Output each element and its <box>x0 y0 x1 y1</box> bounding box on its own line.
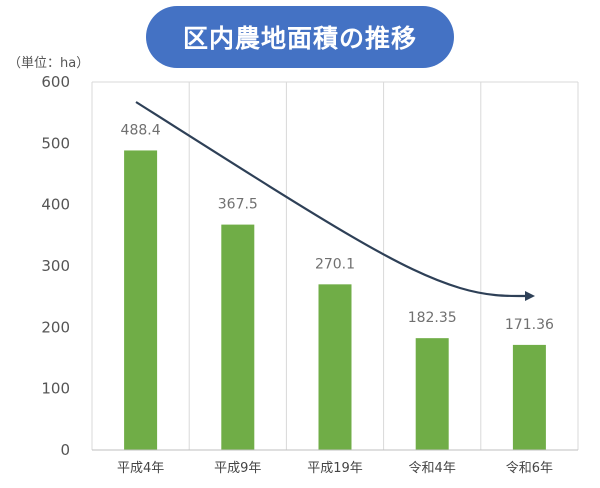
data-label: 488.4 <box>121 122 161 138</box>
data-label: 171.36 <box>505 317 554 333</box>
data-label: 270.1 <box>315 256 355 272</box>
unit-label: （単位：ha） <box>8 56 90 71</box>
bar <box>318 284 352 450</box>
bar <box>415 338 449 450</box>
x-tick-label: 平成4年 <box>117 461 164 476</box>
x-tick-label: 令和6年 <box>506 461 553 476</box>
bar <box>512 344 546 450</box>
data-label: 182.35 <box>408 310 457 326</box>
y-tick-label: 400 <box>41 196 70 214</box>
y-tick-label: 200 <box>41 318 70 336</box>
x-tick-label: 令和4年 <box>409 461 456 476</box>
y-tick-label: 0 <box>60 441 70 459</box>
bar <box>221 224 255 450</box>
chart-title: 区内農地面積の推移 <box>146 6 454 68</box>
y-tick-label: 600 <box>41 73 70 91</box>
bar <box>124 150 158 450</box>
data-label: 367.5 <box>218 197 258 213</box>
x-tick-label: 平成19年 <box>307 461 363 476</box>
x-tick-label: 平成9年 <box>214 461 261 476</box>
trend-arrow <box>135 101 535 302</box>
y-tick-label: 300 <box>41 257 70 275</box>
y-tick-label: 100 <box>41 380 70 398</box>
y-tick-label: 500 <box>41 134 70 152</box>
